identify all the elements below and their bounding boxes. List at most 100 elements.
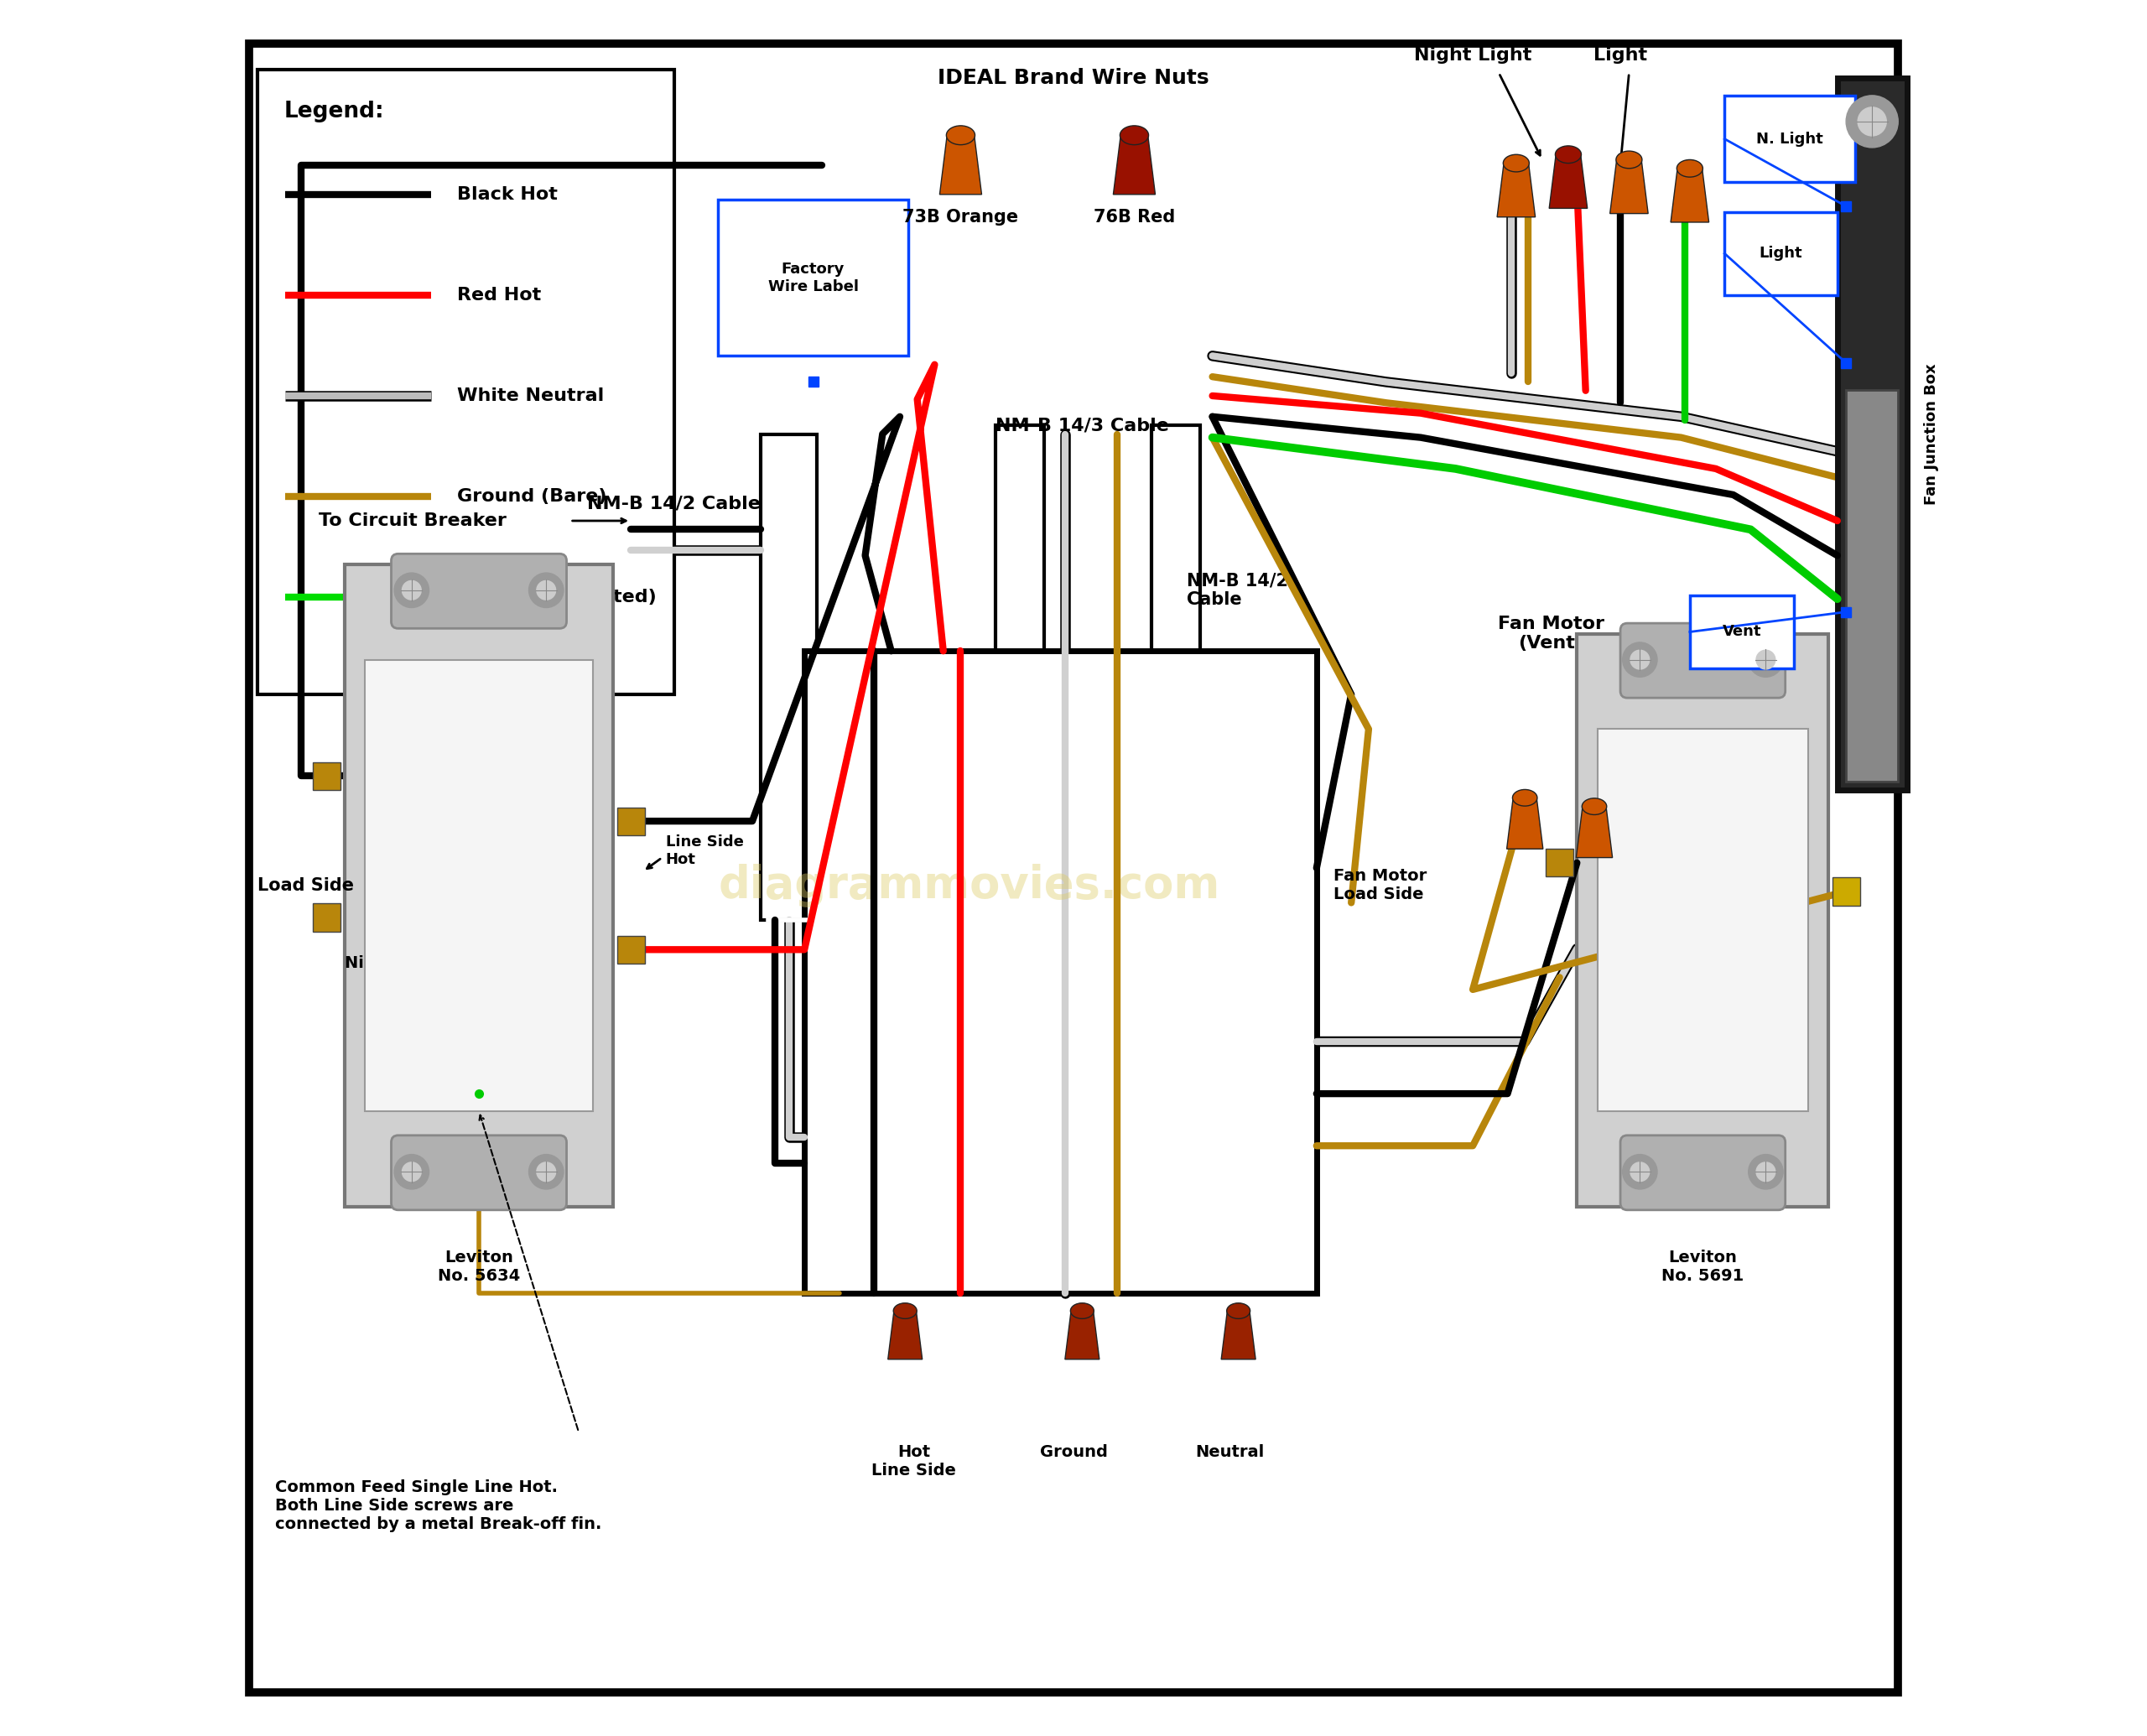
FancyBboxPatch shape (313, 903, 341, 930)
Text: Factory
Wire Label: Factory Wire Label (769, 262, 859, 293)
Ellipse shape (1582, 799, 1606, 814)
Text: Light: Light (1593, 47, 1647, 64)
FancyBboxPatch shape (1724, 212, 1838, 295)
Text: Fan Motor
(Vent): Fan Motor (Vent) (1499, 616, 1604, 651)
Text: Light: Light (380, 773, 425, 790)
Circle shape (1846, 95, 1898, 148)
Text: NM-B 14/3 Cable: NM-B 14/3 Cable (996, 417, 1168, 434)
Ellipse shape (893, 1304, 917, 1319)
Circle shape (1857, 108, 1887, 135)
Text: Ground: Ground (1039, 1444, 1108, 1460)
Circle shape (528, 1154, 563, 1189)
Circle shape (537, 580, 556, 601)
Text: Fan Junction Box: Fan Junction Box (1924, 363, 1939, 505)
Polygon shape (1670, 167, 1709, 222)
Circle shape (395, 573, 429, 608)
Ellipse shape (947, 125, 975, 144)
FancyBboxPatch shape (1576, 634, 1829, 1207)
FancyBboxPatch shape (1151, 425, 1200, 1111)
Polygon shape (1222, 1309, 1256, 1359)
FancyBboxPatch shape (249, 43, 1898, 1693)
Text: Load Side: Load Side (258, 877, 354, 894)
Polygon shape (940, 134, 981, 194)
Text: NM-B 14/2
Cable: NM-B 14/2 Cable (1187, 573, 1288, 608)
Text: N. Light: N. Light (1756, 132, 1823, 146)
Circle shape (1623, 642, 1657, 677)
Ellipse shape (1554, 146, 1582, 163)
FancyBboxPatch shape (391, 1135, 567, 1210)
FancyBboxPatch shape (1724, 95, 1855, 182)
FancyBboxPatch shape (1831, 877, 1859, 906)
Text: Leviton
No. 5691: Leviton No. 5691 (1662, 1250, 1743, 1285)
Circle shape (1623, 1154, 1657, 1189)
Circle shape (1756, 1163, 1776, 1180)
Text: Ground (Insulated): Ground (Insulated) (457, 589, 657, 606)
Ellipse shape (1511, 790, 1537, 806)
Circle shape (401, 580, 421, 601)
FancyBboxPatch shape (1621, 1135, 1786, 1210)
Ellipse shape (1226, 1304, 1250, 1319)
FancyBboxPatch shape (344, 564, 614, 1207)
FancyBboxPatch shape (313, 762, 341, 790)
Text: Line Side
Hot: Line Side Hot (666, 835, 743, 866)
FancyBboxPatch shape (805, 651, 1316, 1293)
Text: diagrammovies.com: diagrammovies.com (719, 863, 1219, 908)
Text: Leviton
No. 5634: Leviton No. 5634 (438, 1250, 520, 1285)
FancyBboxPatch shape (760, 434, 816, 920)
Polygon shape (1610, 158, 1649, 214)
Polygon shape (1496, 161, 1535, 217)
Circle shape (395, 1154, 429, 1189)
Polygon shape (1550, 153, 1587, 208)
FancyBboxPatch shape (365, 660, 593, 1111)
Text: Common Feed Single Line Hot.
Both Line Side screws are
connected by a metal Brea: Common Feed Single Line Hot. Both Line S… (275, 1479, 601, 1531)
FancyBboxPatch shape (1597, 729, 1808, 1111)
Text: 76B Red: 76B Red (1093, 208, 1174, 226)
Text: Black Hot: Black Hot (457, 186, 558, 203)
Text: Legend:: Legend: (283, 101, 384, 123)
Ellipse shape (1677, 160, 1703, 177)
FancyBboxPatch shape (391, 554, 567, 628)
Ellipse shape (1071, 1304, 1095, 1319)
Text: Red Hot: Red Hot (457, 286, 541, 304)
FancyBboxPatch shape (1546, 849, 1574, 877)
Text: Light: Light (1758, 247, 1803, 260)
FancyBboxPatch shape (1690, 595, 1795, 668)
Ellipse shape (1121, 125, 1149, 144)
FancyBboxPatch shape (616, 807, 644, 835)
Text: Night Light: Night Light (344, 955, 447, 972)
FancyBboxPatch shape (616, 936, 644, 963)
Circle shape (1748, 1154, 1784, 1189)
Polygon shape (889, 1309, 923, 1359)
Circle shape (537, 1163, 556, 1180)
Text: White Neutral: White Neutral (457, 387, 603, 404)
Polygon shape (1065, 1309, 1099, 1359)
Circle shape (528, 573, 563, 608)
FancyBboxPatch shape (258, 69, 674, 694)
Text: Night Light: Night Light (1415, 47, 1531, 64)
Text: NM-B 14/2 Cable: NM-B 14/2 Cable (588, 495, 760, 512)
Circle shape (401, 1163, 421, 1180)
Circle shape (1748, 642, 1784, 677)
Text: Ground (Bare): Ground (Bare) (457, 488, 608, 505)
Text: To Circuit Breaker: To Circuit Breaker (318, 512, 507, 529)
FancyBboxPatch shape (1838, 78, 1907, 790)
Polygon shape (1507, 797, 1544, 849)
FancyBboxPatch shape (1846, 391, 1898, 781)
FancyBboxPatch shape (717, 200, 908, 356)
Ellipse shape (1503, 155, 1529, 172)
Text: Neutral: Neutral (1196, 1444, 1265, 1460)
FancyBboxPatch shape (996, 425, 1043, 1111)
Polygon shape (1576, 806, 1612, 858)
Polygon shape (1114, 134, 1155, 194)
Text: 73B Orange: 73B Orange (902, 208, 1018, 226)
Circle shape (1630, 1163, 1649, 1180)
Circle shape (1630, 649, 1649, 668)
Text: Hot
Line Side: Hot Line Side (872, 1444, 955, 1479)
FancyBboxPatch shape (1621, 623, 1786, 698)
Text: Fan Motor
Load Side: Fan Motor Load Side (1333, 868, 1428, 903)
Ellipse shape (1617, 151, 1642, 168)
Text: IDEAL Brand Wire Nuts: IDEAL Brand Wire Nuts (938, 68, 1209, 89)
Text: Line Side
Hot: Line Side Hot (1694, 1028, 1778, 1062)
Text: Vent: Vent (1722, 625, 1761, 639)
Circle shape (1756, 649, 1776, 668)
